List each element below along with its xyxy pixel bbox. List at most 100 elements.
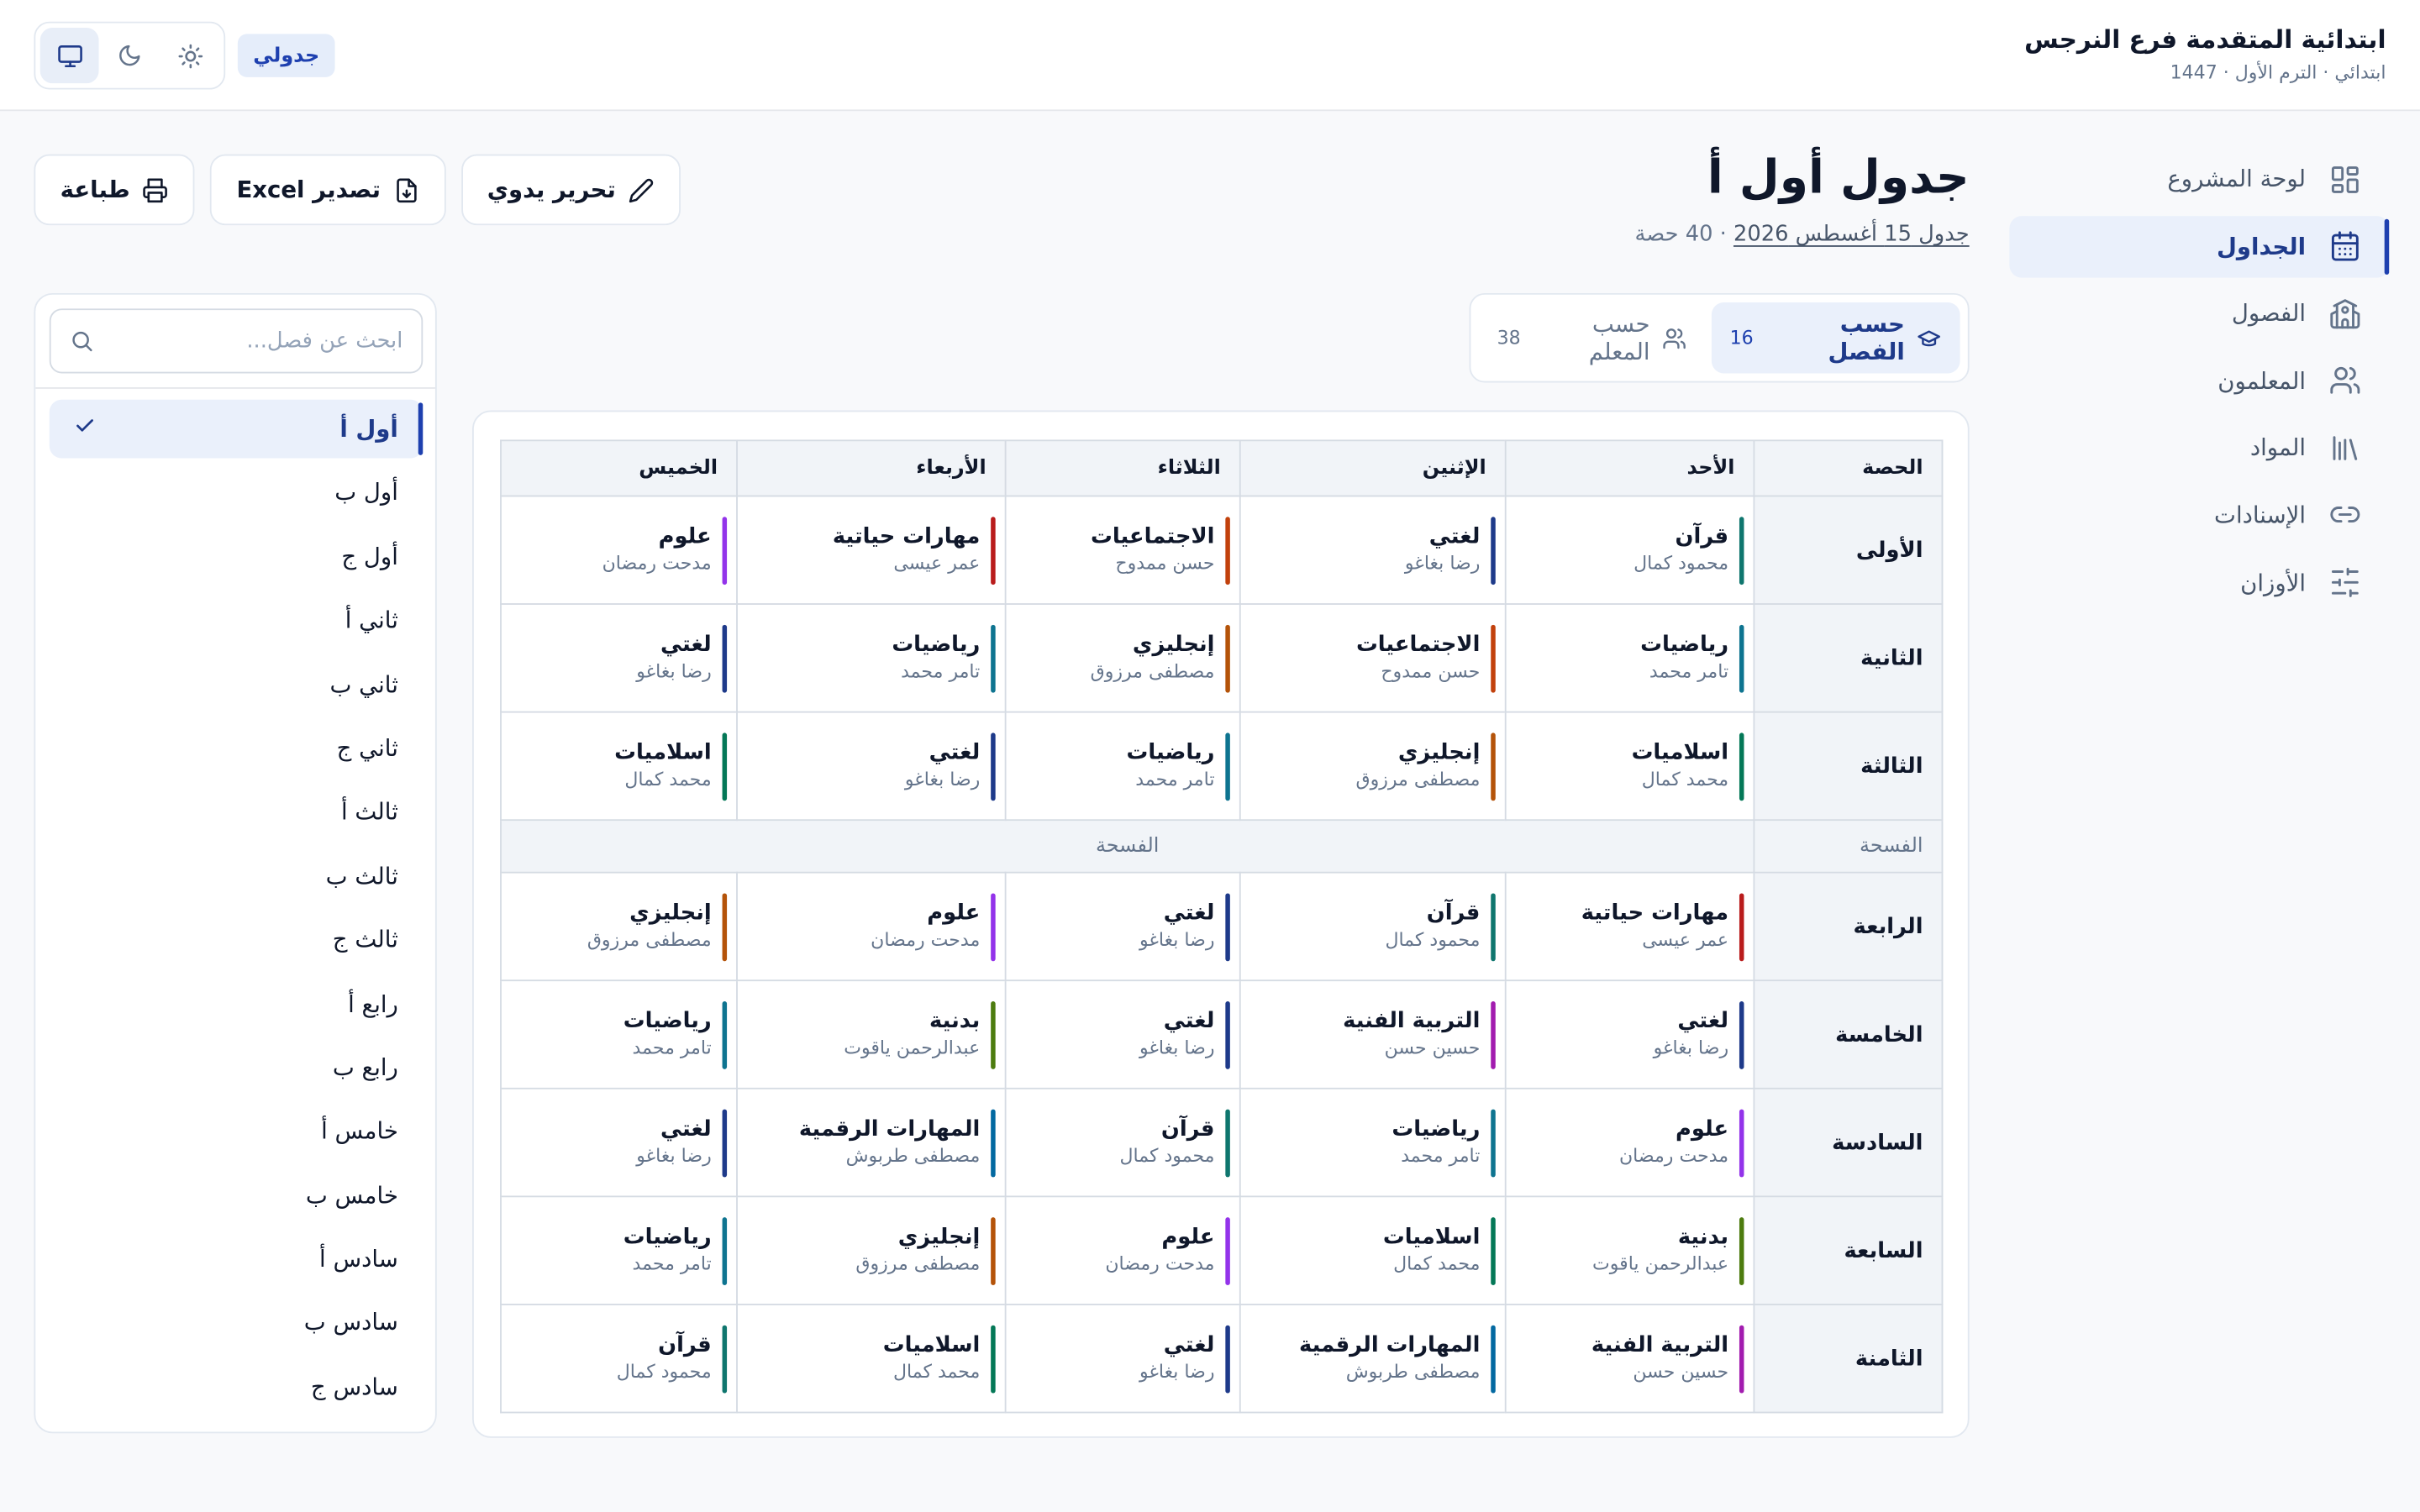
manual-edit-label: تحرير يدوي bbox=[487, 176, 616, 204]
subject-name: الاجتماعيات bbox=[1355, 633, 1481, 658]
sidebar-item-calendar[interactable]: الجداول bbox=[2009, 215, 2390, 277]
sidebar-item-school[interactable]: الفصول bbox=[2009, 282, 2389, 344]
schedule-cell[interactable]: علوم مدحت رمضان bbox=[736, 871, 1007, 982]
class-name: أول ج bbox=[341, 543, 398, 571]
subject-name: اسلاميات bbox=[1382, 1225, 1481, 1250]
theme-light-button[interactable] bbox=[160, 28, 219, 83]
export-excel-button[interactable]: تصدير Excel bbox=[210, 154, 446, 226]
period-name: الثالثة bbox=[1753, 711, 1944, 822]
tab-by-class[interactable]: حسب الفصل 16 bbox=[1711, 302, 1960, 374]
schedule-cell[interactable]: اسلاميات محمد كمال bbox=[1239, 1195, 1507, 1305]
schedule-cell[interactable]: بدنية عبدالرحمن ياقوت bbox=[1504, 1195, 1755, 1305]
schedule-cell[interactable]: قرآن محمود كمال bbox=[1504, 495, 1755, 605]
schedule-cell[interactable]: الاجتماعيات حسن ممدوح bbox=[1004, 495, 1241, 605]
schedule-cell[interactable]: إنجليزي مصطفى مرزوق bbox=[736, 1195, 1007, 1305]
theme-dark-button[interactable] bbox=[100, 28, 159, 83]
schedule-cell[interactable]: رياضيات تامر محمد bbox=[500, 979, 738, 1089]
schedule-cell[interactable]: قرآن محمود كمال bbox=[500, 1304, 738, 1414]
class-list-item[interactable]: خامس أ bbox=[50, 1102, 423, 1161]
schedule-cell[interactable]: رياضيات تامر محمد bbox=[1239, 1087, 1507, 1198]
class-list-item[interactable]: ثالث أ bbox=[50, 783, 423, 842]
schedule-cell[interactable]: التربية الفنية حسين حسن bbox=[1239, 979, 1507, 1089]
sidebar-item-library[interactable]: المواد bbox=[2009, 417, 2389, 479]
schedule-cell[interactable]: قرآن محمود كمال bbox=[1004, 1087, 1241, 1198]
subject-color-bar bbox=[722, 1216, 728, 1285]
schedule-cell[interactable]: لغتي رضا بغاغو bbox=[1004, 1304, 1241, 1414]
manual-edit-button[interactable]: تحرير يدوي bbox=[460, 154, 681, 226]
lesson-block: علوم مدحت رمضان bbox=[1507, 1108, 1744, 1177]
schedule-cell[interactable]: مهارات حياتية عمر عيسى bbox=[736, 495, 1007, 605]
sidebar-item-users[interactable]: المعلمون bbox=[2009, 350, 2389, 412]
schedule-cell[interactable]: المهارات الرقمية مصطفى طربوش bbox=[1239, 1304, 1507, 1414]
sidebar-item-dashboard[interactable]: لوحة المشروع bbox=[2009, 148, 2389, 209]
class-list-item[interactable]: سادس ب bbox=[50, 1294, 423, 1352]
sidebar-item-sliders[interactable]: الأوزان bbox=[2009, 552, 2389, 613]
schedule-card: الحصة الأحد الإثنين الثلاثاء الأربعاء الخميس … bbox=[472, 410, 1970, 1438]
schedule-cell[interactable]: اسلاميات محمد كمال bbox=[1504, 711, 1755, 822]
schedule-cell[interactable]: الاجتماعيات حسن ممدوح bbox=[1239, 603, 1507, 713]
schedule-cell[interactable]: مهارات حياتية عمر عيسى bbox=[1504, 871, 1755, 982]
class-name: ثالث ب bbox=[325, 862, 398, 890]
schedule-cell[interactable]: بدنية عبدالرحمن ياقوت bbox=[736, 979, 1007, 1089]
teacher-name: محمد كمال bbox=[1641, 768, 1729, 790]
schedule-cell[interactable]: التربية الفنية حسين حسن bbox=[1504, 1304, 1755, 1414]
schedule-cell[interactable]: علوم مدحت رمضان bbox=[1004, 1195, 1241, 1305]
subject-color-bar bbox=[991, 1000, 996, 1068]
schedule-cell[interactable]: رياضيات تامر محمد bbox=[1004, 711, 1241, 822]
subject-color-bar bbox=[991, 732, 996, 801]
class-list-item[interactable]: أول ج bbox=[50, 528, 423, 586]
teacher-name: محمود كمال bbox=[1385, 928, 1481, 951]
schedule-cell[interactable]: اسلاميات محمد كمال bbox=[736, 1304, 1007, 1414]
class-list-item[interactable]: خامس ب bbox=[50, 1166, 423, 1225]
schedule-cell[interactable]: رياضيات تامر محمد bbox=[1504, 603, 1755, 713]
class-list-item[interactable]: ثالث ب bbox=[50, 847, 423, 906]
teacher-name: حسن ممدوح bbox=[1115, 552, 1215, 575]
class-list-item[interactable]: سادس ج bbox=[50, 1357, 423, 1416]
schedule-cell[interactable]: قرآن محمود كمال bbox=[1239, 871, 1507, 982]
class-list-item[interactable]: سادس أ bbox=[50, 1230, 423, 1289]
schedule-cell[interactable]: لغتي رضا بغاغو bbox=[1504, 979, 1755, 1089]
schedule-cell[interactable]: اسلاميات محمد كمال bbox=[500, 711, 738, 822]
schedule-cell[interactable]: رياضيات تامر محمد bbox=[736, 603, 1007, 713]
schedule-date-link[interactable]: جدول 15 أغسطس 2026 bbox=[1733, 222, 1970, 247]
class-list-item[interactable]: ثاني ب bbox=[50, 655, 423, 714]
class-search-input[interactable] bbox=[106, 328, 403, 354]
class-list-item[interactable]: أول أ bbox=[49, 399, 424, 459]
schedule-cell[interactable]: لغتي رضا بغاغو bbox=[1239, 495, 1507, 605]
schedule-cell[interactable]: إنجليزي مصطفى مرزوق bbox=[1239, 711, 1507, 822]
lesson-block: الاجتماعيات حسن ممدوح bbox=[1241, 623, 1496, 692]
sidebar-item-label: لوحة المشروع bbox=[2167, 165, 2307, 193]
sidebar-item-link[interactable]: الإسنادات bbox=[2009, 485, 2389, 546]
teacher-name: عبدالرحمن ياقوت bbox=[844, 1037, 981, 1058]
schedule-cell[interactable]: إنجليزي مصطفى مرزوق bbox=[500, 871, 738, 982]
class-list-item[interactable]: أول ب bbox=[50, 464, 423, 522]
sidebar-item-label: الفصول bbox=[2231, 299, 2307, 328]
schedule-cell[interactable]: إنجليزي مصطفى مرزوق bbox=[1004, 603, 1241, 713]
theme-system-button[interactable] bbox=[39, 28, 99, 84]
teacher-name: رضا بغاغو bbox=[636, 1144, 712, 1167]
schedule-cell[interactable]: المهارات الرقمية مصطفى طربوش bbox=[736, 1087, 1007, 1198]
lesson-block: رياضيات تامر محمد bbox=[738, 623, 996, 692]
class-name: ثاني أ bbox=[345, 606, 398, 635]
my-schedule-badge[interactable]: جدولي bbox=[237, 34, 335, 77]
subject-color-bar bbox=[1491, 1000, 1496, 1068]
search-icon bbox=[72, 331, 92, 352]
tab-by-teacher[interactable]: حسب المعلم 38 bbox=[1479, 302, 1706, 373]
subject-color-bar bbox=[1491, 623, 1496, 692]
class-list-item[interactable]: ثالث ج bbox=[50, 911, 423, 969]
schedule-cell[interactable]: علوم مدحت رمضان bbox=[1504, 1087, 1755, 1198]
schedule-cell[interactable]: لغتي رضا بغاغو bbox=[1004, 979, 1241, 1089]
schedule-cell[interactable]: لغتي رضا بغاغو bbox=[500, 1087, 738, 1198]
schedule-cell[interactable]: لغتي رضا بغاغو bbox=[1004, 871, 1241, 982]
class-list-item[interactable]: ثاني أ bbox=[50, 591, 423, 650]
class-list-item[interactable]: ثاني ج bbox=[50, 719, 423, 778]
class-list-item[interactable]: رابع ب bbox=[50, 1038, 423, 1097]
schedule-cell[interactable]: علوم مدحت رمضان bbox=[500, 495, 738, 605]
schedule-cell[interactable]: لغتي رضا بغاغو bbox=[736, 711, 1007, 822]
subject-color-bar bbox=[722, 623, 728, 692]
schedule-cell[interactable]: رياضيات تامر محمد bbox=[500, 1195, 738, 1305]
schedule-cell[interactable]: لغتي رضا بغاغو bbox=[500, 603, 738, 713]
lesson-block: لغتي رضا بغاغو bbox=[1007, 892, 1230, 961]
print-button[interactable]: طباعة bbox=[34, 154, 195, 226]
class-list-item[interactable]: رابع أ bbox=[50, 974, 423, 1033]
